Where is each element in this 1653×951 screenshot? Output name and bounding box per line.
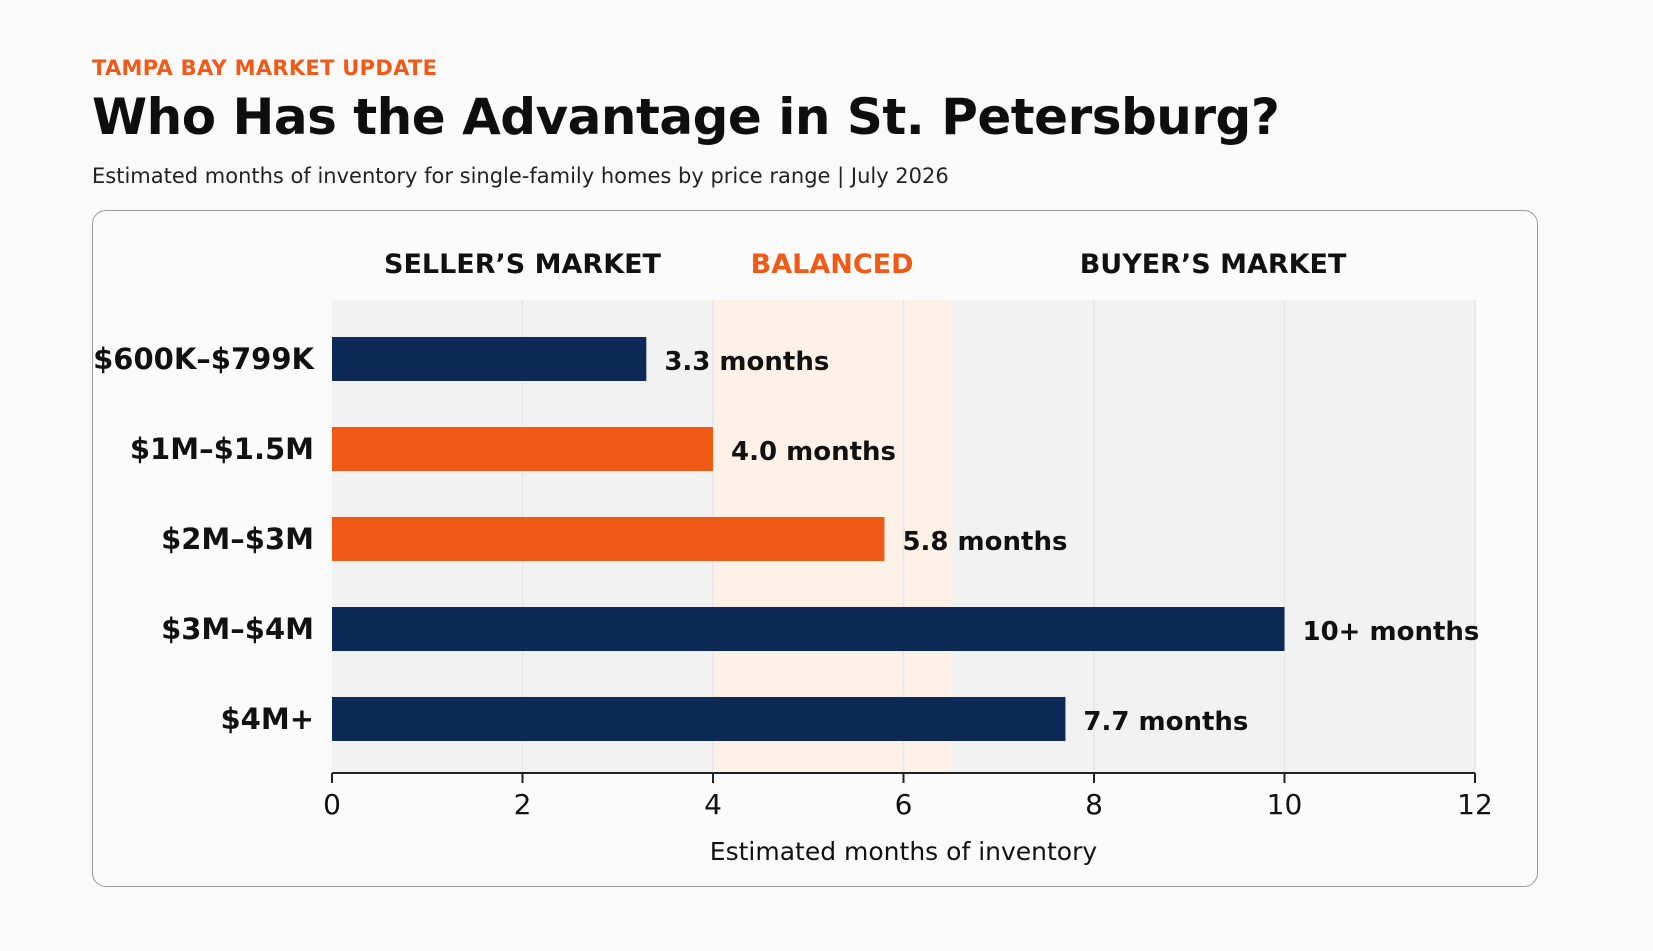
zone-label-1: BALANCED (751, 249, 914, 280)
category-label-2: $2M–$3M (161, 522, 314, 556)
value-label-4: 7.7 months (1083, 707, 1248, 737)
bar-4 (332, 697, 1066, 741)
x-axis-title: Estimated months of inventory (710, 837, 1098, 866)
bar-0 (332, 337, 647, 381)
value-label-0: 3.3 months (664, 347, 829, 377)
value-label-1: 4.0 months (731, 437, 896, 467)
bar-3 (332, 607, 1285, 651)
bar-1 (332, 427, 713, 471)
value-label-3: 10+ months (1303, 617, 1480, 647)
x-tick-label-4: 8 (1085, 788, 1103, 821)
category-label-4: $4M+ (220, 702, 314, 736)
bar-2 (332, 517, 885, 561)
x-tick-label-3: 6 (895, 788, 913, 821)
value-label-2: 5.8 months (902, 527, 1067, 557)
zone-label-2: BUYER’S MARKET (1080, 249, 1347, 280)
kicker: TAMPA BAY MARKET UPDATE (92, 56, 438, 80)
zone-label-0: SELLER’S MARKET (384, 249, 662, 280)
category-label-0: $600K–$799K (93, 342, 315, 376)
x-tick-label-2: 4 (704, 788, 722, 821)
x-tick-label-0: 0 (323, 788, 341, 821)
chart-subtitle: Estimated months of inventory for single… (92, 164, 949, 188)
x-tick-label-1: 2 (514, 788, 532, 821)
x-tick-label-5: 10 (1267, 788, 1303, 821)
chart-title: Who Has the Advantage in St. Petersburg? (92, 88, 1280, 146)
x-tick-label-6: 12 (1457, 788, 1493, 821)
category-label-3: $3M–$4M (161, 612, 314, 646)
category-label-1: $1M–$1.5M (130, 432, 314, 466)
